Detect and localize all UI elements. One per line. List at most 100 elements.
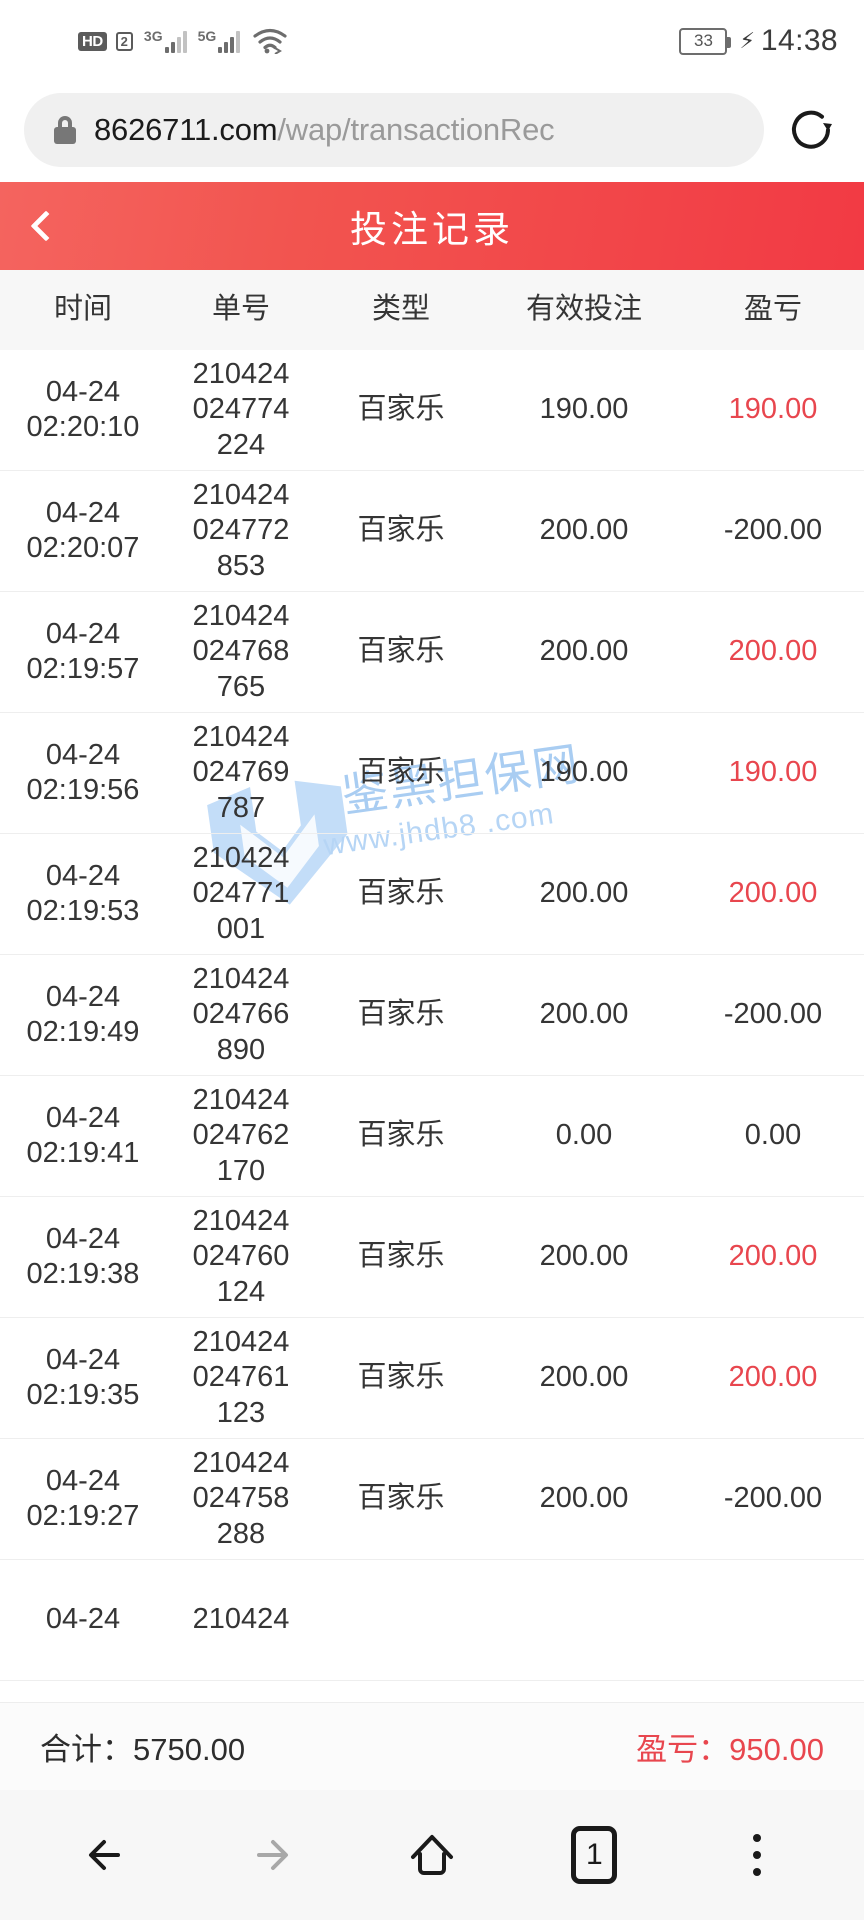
nav-back-button[interactable]	[59, 1807, 155, 1903]
bet-records-list[interactable]: 鉴黑担保网 www.jhdb8 .com 04-24 02:20:10 210424…	[0, 350, 864, 1702]
table-row[interactable]: 04-24 02:19:41 210424 024762 170 百家乐 0.00 0.00	[0, 1076, 864, 1197]
cell-type: 百家乐	[357, 756, 445, 789]
cell-valid-bet: 190.00	[539, 393, 629, 426]
cell-time: 04-24 02:19:57	[26, 617, 140, 685]
cell-time: 04-24 02:19:38	[26, 1222, 140, 1290]
signal-5g-icon: 5G	[196, 29, 241, 53]
wifi-icon	[253, 28, 287, 55]
table-row[interactable]: 04-24 210424	[0, 1560, 864, 1681]
cell-profit-loss: 190.00	[728, 393, 818, 426]
cell-valid-bet: 190.00	[539, 756, 629, 789]
tab-count: 1	[571, 1826, 618, 1884]
cell-order-no: 210424 024769 787	[192, 720, 290, 824]
network-type-label-2: 5G	[197, 28, 217, 44]
signal-3g-icon: 3G	[142, 29, 187, 53]
table-row[interactable]: 04-24 02:19:53 210424 024771 001 百家乐 200.00 200…	[0, 834, 864, 955]
cell-order-no: 210424 024772 853	[192, 478, 290, 582]
column-header-profit: 盈亏	[743, 293, 802, 326]
cell-valid-bet: 200.00	[539, 998, 629, 1031]
table-row[interactable]: 04-24 02:19:57 210424 024768 765 百家乐 200.00 200…	[0, 592, 864, 713]
cell-valid-bet: 200.00	[539, 514, 629, 547]
sim2-icon: 2	[115, 31, 133, 51]
cell-time: 04-24	[45, 1603, 121, 1636]
page-title: 投注记录	[350, 209, 514, 250]
cell-order-no: 210424 024766 890	[192, 962, 290, 1066]
cell-profit-loss: 200.00	[728, 1240, 818, 1273]
cell-type: 百家乐	[357, 1361, 445, 1394]
table-row[interactable]: 04-24 02:20:07 210424 024772 853 百家乐 200.00 -20…	[0, 471, 864, 592]
url-text: 8626711.com/wap/transactionRec	[94, 112, 555, 148]
summary-bar: 合计：5750.00 盈亏：950.00	[0, 1702, 864, 1790]
nav-home-button[interactable]	[384, 1807, 480, 1903]
cell-valid-bet: 200.00	[539, 1240, 629, 1273]
cell-profit-loss: 200.00	[728, 1361, 818, 1394]
profit-loss-value: 950.00	[729, 1732, 824, 1767]
cell-type: 百家乐	[357, 998, 445, 1031]
battery-icon: 33	[679, 27, 732, 55]
cell-type: 百家乐	[357, 514, 445, 547]
network-type-label-1: 3G	[143, 28, 163, 44]
lock-icon	[54, 116, 76, 144]
browser-nav-bar: 1	[0, 1790, 864, 1920]
cell-type: 百家乐	[357, 393, 445, 426]
cell-order-no: 210424 024774 224	[192, 357, 290, 461]
cell-valid-bet: 200.00	[539, 1361, 629, 1394]
app-header: 投注记录	[0, 182, 864, 270]
total-label: 合计：	[40, 1732, 133, 1767]
cell-profit-loss: 190.00	[728, 756, 818, 789]
table-row[interactable]: 04-24 02:19:35 210424 024761 123 百家乐 200.00 200…	[0, 1318, 864, 1439]
cell-time: 04-24 02:19:27	[26, 1464, 140, 1532]
cell-type: 百家乐	[357, 1240, 445, 1273]
column-header-type: 类型	[371, 293, 430, 326]
cell-order-no: 210424 024761 123	[192, 1325, 290, 1429]
hd-voice-icon: HD	[78, 31, 107, 51]
cell-order-no: 210424 024762 170	[192, 1083, 290, 1187]
nav-forward-button[interactable]	[222, 1807, 318, 1903]
cell-time: 04-24 02:19:56	[26, 738, 140, 806]
cell-valid-bet: 0.00	[555, 1119, 613, 1152]
nav-tabs-button[interactable]: 1	[546, 1807, 642, 1903]
table-row[interactable]: 04-24 02:19:38 210424 024760 124 百家乐 200.00 200…	[0, 1197, 864, 1318]
cell-profit-loss: 200.00	[728, 635, 818, 668]
cell-profit-loss: 0.00	[744, 1119, 802, 1152]
status-clock: 14:38	[760, 24, 838, 57]
cell-time: 04-24 02:19:53	[26, 859, 140, 927]
cell-order-no: 210424 024768 765	[192, 599, 290, 703]
table-header-row: 时间 单号 类型 有效投注 盈亏	[0, 270, 864, 350]
cell-valid-bet: 200.00	[539, 1482, 629, 1515]
table-row[interactable]: 04-24 02:19:56 210424 024769 787 百家乐 190.00 190…	[0, 713, 864, 834]
total-value: 5750.00	[133, 1732, 246, 1767]
cell-valid-bet: 200.00	[539, 635, 629, 668]
table-row[interactable]: 04-24 02:19:27 210424 024758 288 百家乐 200.00 -20…	[0, 1439, 864, 1560]
more-vertical-icon	[752, 1834, 761, 1876]
browser-url-bar: 8626711.com/wap/transactionRec	[0, 82, 864, 178]
status-bar: HD 2 3G 5G	[0, 0, 864, 82]
table-row[interactable]: 04-24 02:20:10 210424 024774 224 百家乐 190.00 190…	[0, 350, 864, 471]
cell-profit-loss: -200.00	[723, 1482, 823, 1515]
total-amount: 合计：5750.00	[40, 1724, 245, 1769]
nav-menu-button[interactable]	[709, 1807, 805, 1903]
cell-type: 百家乐	[357, 635, 445, 668]
url-input[interactable]: 8626711.com/wap/transactionRec	[24, 93, 764, 167]
cell-time: 04-24 02:20:07	[26, 496, 140, 564]
cell-time: 04-24 02:19:41	[26, 1101, 140, 1169]
url-host: 8626711.com	[94, 112, 278, 147]
cell-profit-loss: -200.00	[723, 514, 823, 547]
column-header-time: 时间	[53, 293, 112, 326]
signal-bars-1	[164, 29, 187, 53]
cell-type: 百家乐	[357, 1482, 445, 1515]
url-path: /wap/transactionRec	[277, 112, 555, 147]
reload-icon[interactable]	[782, 101, 840, 159]
cell-valid-bet: 200.00	[539, 877, 629, 910]
cell-type: 百家乐	[357, 877, 445, 910]
profit-loss-amount: 盈亏：950.00	[636, 1724, 824, 1769]
table-row[interactable]: 04-24 02:19:49 210424 024766 890 百家乐 200.00 -20…	[0, 955, 864, 1076]
cell-order-no: 210424 024771 001	[192, 841, 290, 945]
cell-type: 百家乐	[357, 1119, 445, 1152]
cell-profit-loss: -200.00	[723, 998, 823, 1031]
cell-time: 04-24 02:19:49	[26, 980, 140, 1048]
status-bar-right: 33 ⚡ 14:38	[679, 24, 838, 58]
cell-time: 04-24 02:19:35	[26, 1343, 140, 1411]
cell-order-no: 210424 024760 124	[192, 1204, 290, 1308]
